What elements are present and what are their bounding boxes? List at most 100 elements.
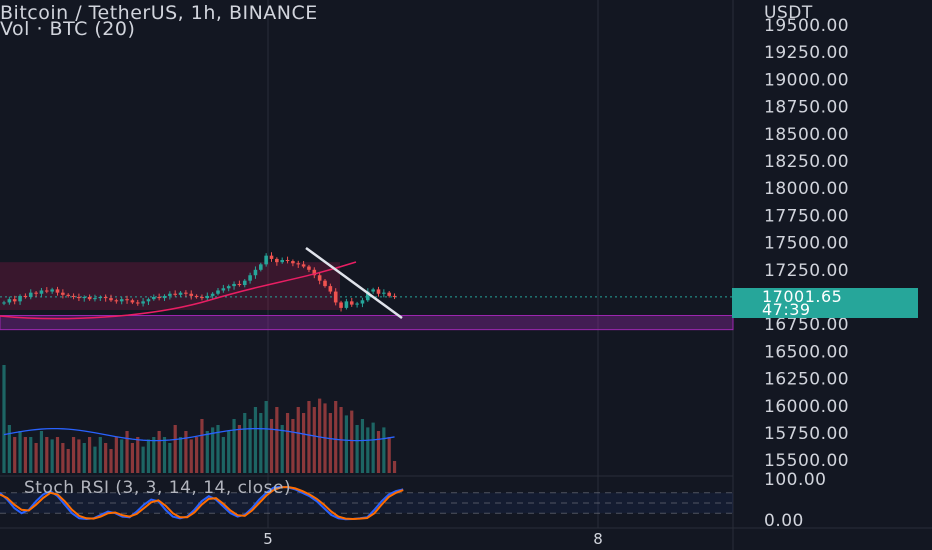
candle-body (146, 299, 151, 302)
volume-bar (2, 365, 6, 473)
candle-body (194, 295, 199, 297)
volume-bar (146, 439, 151, 473)
candle-body (221, 288, 226, 291)
price-tick-label: 19000.00 (764, 70, 849, 90)
volume-bar (312, 407, 316, 473)
volume-bar (114, 437, 118, 473)
price-tick-label: 16750.00 (764, 315, 849, 335)
volume-bar (227, 431, 231, 473)
volume-bar (50, 439, 54, 473)
candle-body (77, 297, 81, 299)
volume-bar (104, 443, 108, 473)
volume-bar (200, 419, 204, 473)
volume-bar (355, 425, 359, 473)
candle-body (66, 294, 70, 296)
volume-bars (2, 365, 397, 473)
volume-bar (120, 439, 124, 473)
price-tick-label: 18250.00 (764, 152, 849, 172)
volume-bar (211, 427, 215, 473)
stoch-rsi-pane (0, 485, 733, 521)
candle-body (103, 297, 108, 299)
candle-body (162, 295, 167, 299)
volume-bar (371, 422, 375, 473)
volume-bar (130, 443, 134, 473)
candle-body (135, 302, 140, 304)
volume-bar (152, 437, 156, 473)
candle-body (2, 302, 6, 304)
stoch-line-1 (0, 485, 404, 521)
volume-bar (71, 437, 76, 473)
volume-bar (189, 439, 193, 473)
price-tick-label: 19500.00 (764, 16, 849, 36)
candle-body (189, 293, 194, 296)
volume-ma-line (3, 427, 395, 442)
candle-body (307, 266, 311, 270)
candle-body (82, 297, 87, 299)
candle-body (355, 303, 359, 305)
candle-body (285, 260, 290, 262)
candle-body (7, 299, 12, 303)
chart-title: Bitcoin / TetherUS, 1h, BINANCE (0, 2, 318, 24)
chart-drawings[interactable] (0, 246, 403, 320)
volume-bar (350, 410, 354, 473)
candle-body (371, 289, 375, 292)
candle-body (317, 275, 322, 281)
volume-bar (216, 425, 220, 473)
price-axis[interactable]: 19500.00 19250.00 19000.00 18750.00 18500.00… (764, 3, 849, 531)
candle-body (312, 269, 317, 276)
candle-body (109, 298, 113, 301)
candle-body (344, 301, 349, 308)
candle-body (226, 286, 231, 289)
volume-bar (291, 419, 295, 473)
volume-bar (275, 407, 279, 473)
volume-bar (280, 425, 284, 473)
price-tick-label: 15500.00 (764, 451, 849, 471)
candle-body (168, 293, 172, 296)
price-tick-label: 18500.00 (764, 125, 849, 145)
candle-body (387, 292, 391, 296)
volume-bar (205, 431, 209, 473)
volume-bar (157, 431, 161, 473)
rounding-curve (0, 261, 357, 320)
volume-bar (162, 437, 167, 473)
candle-body (18, 295, 22, 302)
candle-body (248, 275, 252, 281)
candle-body (360, 300, 365, 304)
volume-bar (302, 413, 306, 473)
last-price-tag: 17001.65 47:39 (732, 288, 918, 318)
candle-body (125, 299, 129, 301)
candle-body (269, 255, 274, 259)
volume-bar (237, 425, 241, 473)
volume-bar (285, 413, 290, 473)
candle-body (23, 295, 28, 297)
volume-bar (221, 437, 225, 473)
candle-body (98, 297, 103, 299)
volume-bar (387, 437, 391, 473)
stoch-line-0 (0, 485, 404, 521)
candle-body (366, 291, 370, 301)
volume-bar (382, 427, 386, 473)
descending-trendline (305, 246, 403, 320)
volume-bar (98, 437, 102, 473)
candle-body (280, 260, 284, 263)
volume-bar (29, 437, 33, 473)
price-tick-label: 18000.00 (764, 179, 849, 199)
candle-body (141, 301, 145, 304)
volume-bar (318, 398, 322, 473)
candle-body (275, 258, 279, 263)
chart-zones (0, 262, 734, 331)
support-zone (0, 314, 734, 331)
candlesticks (2, 252, 397, 312)
candle-body (205, 295, 210, 299)
candle-body (61, 292, 65, 295)
volume-bar (173, 425, 177, 473)
candle-body (71, 295, 76, 297)
bar-countdown: 47:39 (762, 300, 811, 319)
candle-body (296, 263, 301, 265)
candle-body (28, 292, 33, 297)
candle-body (328, 286, 333, 292)
consolidation-zone (0, 262, 340, 311)
volume-bar (344, 415, 348, 473)
